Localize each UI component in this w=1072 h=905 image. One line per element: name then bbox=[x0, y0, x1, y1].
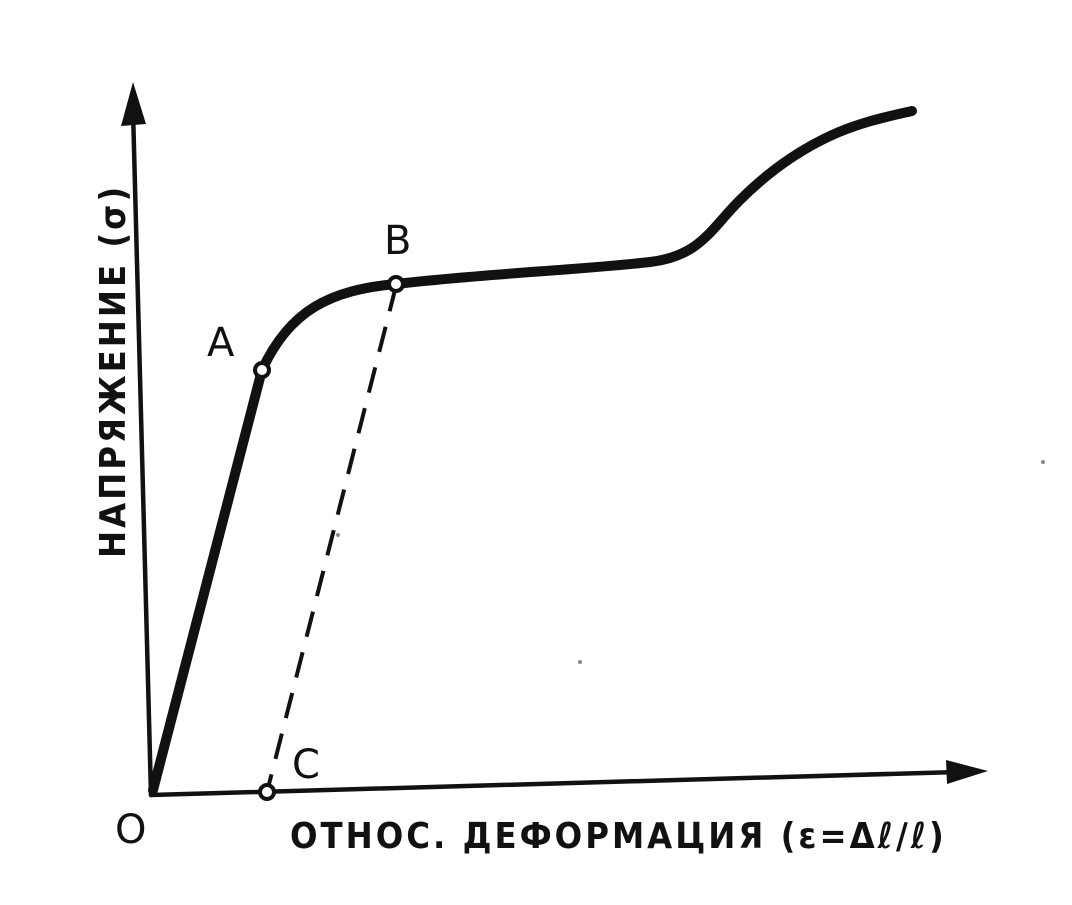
x-axis-arrowhead bbox=[946, 760, 988, 784]
point-c-marker bbox=[258, 783, 276, 801]
scan-speck bbox=[578, 660, 582, 664]
point-c-label: C bbox=[292, 742, 320, 788]
x-axis-line bbox=[148, 769, 961, 798]
y-axis-label: НАПРЯЖЕНИЕ (σ) bbox=[93, 184, 134, 558]
point-a-label: A bbox=[207, 320, 235, 366]
point-b-marker bbox=[387, 275, 405, 293]
point-a-marker bbox=[253, 361, 271, 379]
point-b-label: B bbox=[384, 218, 411, 264]
y-axis-line bbox=[130, 107, 154, 798]
stress-strain-curve bbox=[148, 106, 917, 795]
unloading-dashed-line bbox=[265, 285, 398, 793]
scan-speck bbox=[1041, 460, 1045, 464]
origin-label: O bbox=[115, 807, 146, 853]
x-axis-label: ОТНОС. ДЕФОРМАЦИЯ (ε=Δℓ/ℓ) bbox=[290, 816, 947, 857]
scan-speck bbox=[336, 533, 340, 537]
y-axis-arrowhead bbox=[121, 82, 146, 126]
